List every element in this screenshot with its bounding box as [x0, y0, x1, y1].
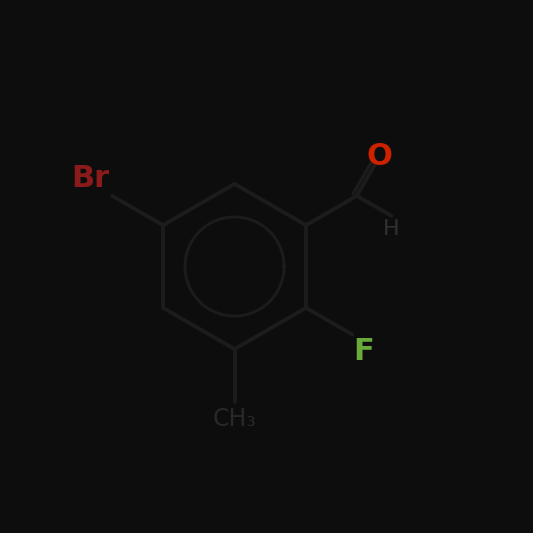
- Text: Br: Br: [71, 164, 110, 193]
- Text: O: O: [367, 142, 392, 171]
- Text: H: H: [383, 219, 400, 239]
- Text: CH₃: CH₃: [213, 407, 256, 431]
- Text: F: F: [353, 337, 374, 366]
